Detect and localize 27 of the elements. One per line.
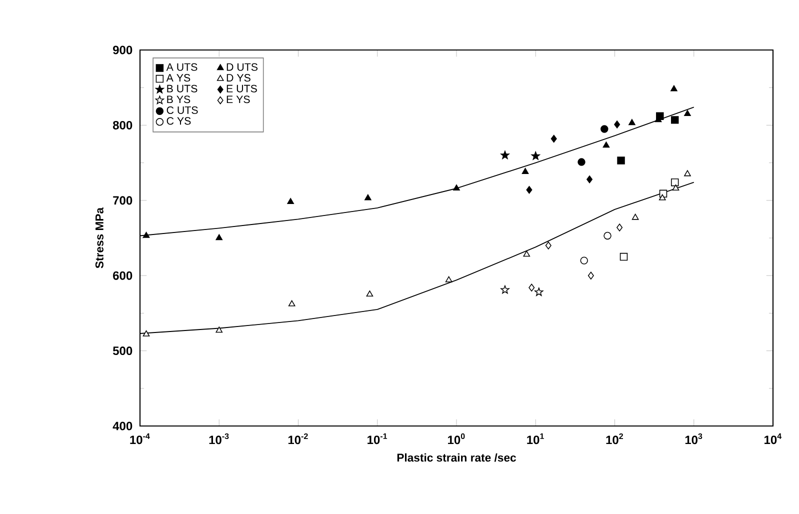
x-tick-label: 10$^{3}$ bbox=[685, 433, 702, 444]
x-tick-label: 10$^{-2}$ bbox=[288, 433, 308, 444]
x-tick-label: 10$^{4}$ bbox=[764, 433, 782, 444]
legend-label: C UTS bbox=[166, 106, 198, 114]
legend-label: B YS bbox=[167, 96, 190, 104]
x-tick-label: 10$^{-4}$ bbox=[130, 433, 150, 444]
legend-label: A UTS bbox=[166, 63, 198, 71]
y-tick-label: 600 bbox=[113, 271, 132, 280]
legend-label: A YS bbox=[166, 74, 190, 82]
legend-label: D YS bbox=[226, 74, 250, 82]
legend-label: E UTS bbox=[226, 84, 257, 92]
legend-label: C YS bbox=[166, 117, 191, 125]
legend-label: B UTS bbox=[167, 84, 198, 92]
y-tick-label: 400 bbox=[112, 422, 132, 430]
y-axis-title: Stress MPa bbox=[95, 207, 104, 268]
legend-label: E YS bbox=[226, 96, 250, 104]
x-axis-title: Plastic strain rate /sec bbox=[397, 453, 516, 462]
x-tick-label: 10$^{2}$ bbox=[606, 433, 624, 444]
y-tick-label: 900 bbox=[113, 46, 132, 54]
legend-label: D UTS bbox=[226, 63, 258, 71]
x-tick-label: 10$^{-3}$ bbox=[209, 433, 229, 444]
y-tick-label: 500 bbox=[112, 346, 132, 356]
y-tick-label: 700 bbox=[113, 196, 132, 205]
x-tick-label: 10$^{0}$ bbox=[448, 433, 465, 444]
x-tick-label: 10$^{-1}$ bbox=[368, 433, 388, 444]
y-tick-label: 800 bbox=[112, 120, 132, 130]
x-tick-label: 10$^{1}$ bbox=[527, 433, 544, 444]
